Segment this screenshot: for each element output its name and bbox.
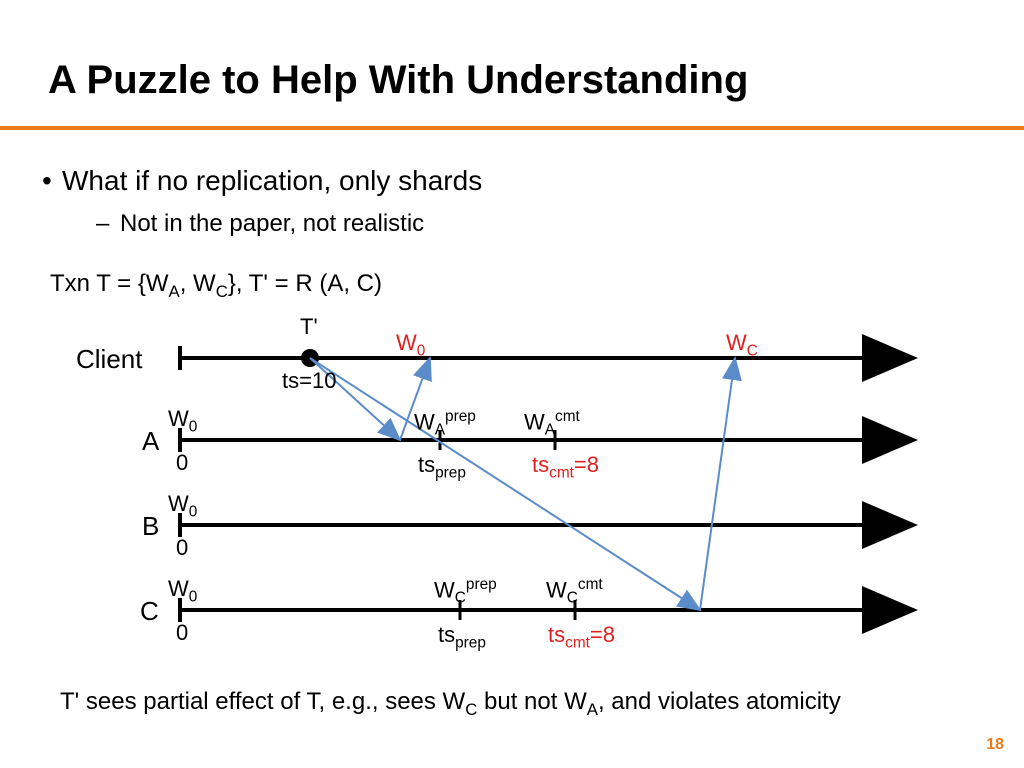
slide-title: A Puzzle to Help With Understanding <box>48 58 748 103</box>
label-wc-prep: WCprep <box>434 576 497 608</box>
label-client-w0: W0 <box>396 330 425 360</box>
bullet-level-2: Not in the paper, not realistic <box>120 210 424 238</box>
row-label-b: B <box>142 511 159 542</box>
label-ts10: ts=10 <box>282 368 336 394</box>
page-number: 18 <box>986 736 1004 754</box>
row-label-a: A <box>142 426 159 457</box>
row-label-client: Client <box>76 344 142 375</box>
label-c-w0: W0 <box>168 576 197 606</box>
label-c-0: 0 <box>176 620 188 646</box>
label-a-0: 0 <box>176 450 188 476</box>
divider <box>0 126 1024 130</box>
row-label-c: C <box>140 596 159 627</box>
bullet-level-1: What if no replication, only shards <box>62 165 482 197</box>
label-wa-prep: WAprep <box>414 408 476 440</box>
label-a-tsprep: tsprep <box>418 452 466 482</box>
txn-definition: Txn T = {WA, WC}, T' = R (A, C) <box>50 270 382 302</box>
label-a-w0: W0 <box>168 406 197 436</box>
label-b-0: 0 <box>176 535 188 561</box>
timeline-diagram: Client A B C T' ts=10 W0 WC W0 0 W0 0 W0… <box>0 300 1024 680</box>
slide: A Puzzle to Help With Understanding What… <box>0 0 1024 768</box>
label-wc-cmt: WCcmt <box>546 576 603 608</box>
label-t-prime: T' <box>300 314 318 340</box>
footer-text: T' sees partial effect of T, e.g., sees … <box>60 688 841 720</box>
label-a-tscmt: tscmt=8 <box>532 452 599 482</box>
label-c-tsprep: tsprep <box>438 622 486 652</box>
label-wa-cmt: WAcmt <box>524 408 580 440</box>
label-b-w0: W0 <box>168 491 197 521</box>
label-client-wc: WC <box>726 330 758 360</box>
label-c-tscmt: tscmt=8 <box>548 622 615 652</box>
